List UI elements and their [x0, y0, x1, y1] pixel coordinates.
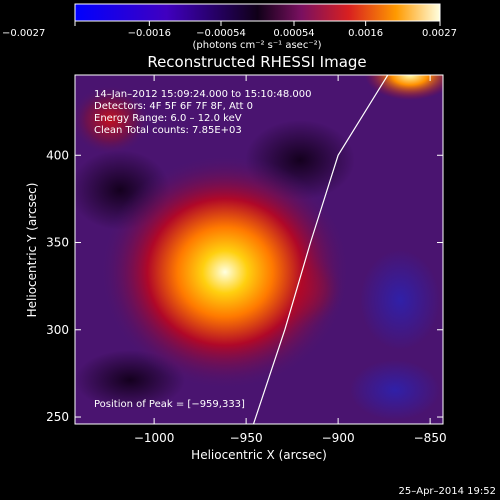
- x-axis-ticks: −1000 −950 −900 −850: [134, 75, 447, 445]
- colorbar-tick-label: −0.0016: [128, 28, 171, 39]
- x-axis-label: Heliocentric X (arcsec): [191, 448, 327, 462]
- colorbar-tick-label: 0.0016: [348, 28, 383, 39]
- colorbar-unit-label: (photons cm⁻² s⁻¹ asec⁻²): [192, 40, 321, 51]
- y-axis-ticks: 250 300 350 400: [46, 148, 443, 424]
- annotation-energy: Energy Range: 6.0 – 12.0 keV: [94, 113, 242, 124]
- colorbar: [74, 3, 441, 22]
- x-tick-label: −900: [322, 431, 355, 445]
- x-tick-label: −950: [230, 431, 263, 445]
- y-tick-label: 400: [46, 148, 69, 162]
- chart-title: Reconstructed RHESSI Image: [147, 53, 366, 71]
- annotation-clean: Clean Total counts: 7.85E+03: [94, 125, 242, 136]
- annotation-detectors: Detectors: 4F 5F 6F 7F 8F, Att 0: [94, 101, 253, 112]
- colorbar-ticks: −0.0027 −0.0016 −0.00054 0.00054 0.0016 0.002…: [2, 21, 457, 39]
- annotation-peak: Position of Peak = [−959,333]: [94, 399, 245, 410]
- y-tick-label: 350: [46, 236, 69, 250]
- plot-frame: [74, 74, 444, 425]
- y-tick-label: 300: [46, 323, 69, 337]
- footer-date: 25–Apr–2014 19:52: [399, 486, 496, 497]
- annotation-time: 14–Jan–2012 15:09:24.000 to 15:10:48.000: [94, 89, 312, 100]
- colorbar-tick-label: −0.0027: [2, 28, 45, 39]
- solar-limb-curve: [252, 75, 389, 424]
- colorbar-tick-label: 0.0027: [422, 28, 457, 39]
- x-tick-label: −1000: [134, 431, 175, 445]
- y-tick-label: 250: [46, 410, 69, 424]
- x-tick-label: −850: [414, 431, 447, 445]
- y-axis-label: Heliocentric Y (arcsec): [25, 183, 39, 318]
- colorbar-tick-label: 0.00054: [273, 28, 314, 39]
- colorbar-tick-label: −0.00054: [196, 28, 246, 39]
